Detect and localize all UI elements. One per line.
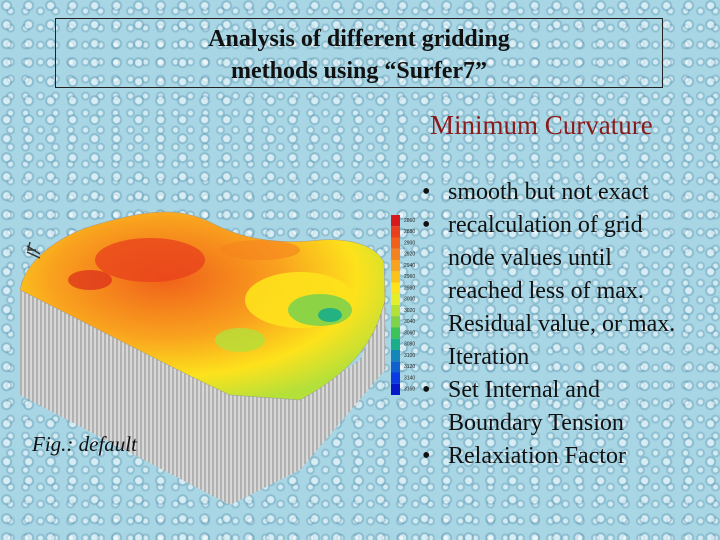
- legend-swatch: [391, 260, 400, 272]
- legend-swatch: [391, 305, 400, 317]
- legend-swatch: [391, 248, 400, 260]
- legend-swatch: [391, 282, 400, 294]
- bullet: recalculation of grid node values until …: [420, 209, 688, 374]
- legend-swatch: [391, 361, 400, 373]
- legend-swatch: [391, 338, 400, 350]
- legend-label: 2900: [404, 240, 415, 246]
- legend-swatch: [391, 383, 400, 395]
- legend-label: 2940: [404, 263, 415, 269]
- surface-figure: 2860 2880 2900 2920 2940 2960 2980 3000 3020 3040…: [19, 211, 415, 505]
- bullet-list: smooth but not exact recalculation of gr…: [420, 176, 688, 473]
- side-wall: [20, 290, 230, 505]
- legend-swatch: [391, 226, 400, 238]
- bullet: Relaxiation Factor: [420, 440, 688, 473]
- legend-label: 3140: [404, 375, 415, 381]
- legend-swatch: [391, 372, 400, 384]
- legend-swatch: [391, 327, 400, 339]
- legend-label: 3020: [404, 308, 415, 314]
- legend-label: 2880: [404, 229, 415, 235]
- legend-label: 3060: [404, 330, 415, 336]
- subtitle: Minimum Curvature: [430, 110, 653, 140]
- legend-swatch: [391, 237, 400, 249]
- legend-label: 2980: [404, 285, 415, 291]
- figure-caption: Fig.: default: [32, 432, 137, 456]
- side-wall: [230, 300, 385, 505]
- legend-label: 3100: [404, 353, 415, 359]
- title-line: methods using “Surfer7”: [230, 58, 488, 84]
- north-arrow: [26, 241, 41, 259]
- bullet: Set Internal and Boundary Tension: [420, 374, 688, 440]
- surface-patch: [95, 238, 205, 282]
- bullet: smooth but not exact: [420, 176, 688, 209]
- legend-swatch: [391, 316, 400, 328]
- title-line: Analysis of different gridding: [208, 26, 510, 52]
- legend-swatch: [391, 271, 400, 283]
- legend-swatch: [391, 350, 400, 362]
- legend: 2860 2880 2900 2920 2940 2960 2980 3000 3020 3040…: [391, 215, 415, 395]
- surface-patch: [215, 328, 265, 352]
- title-box: Analysis of different gridding methods u…: [55, 18, 663, 88]
- surface-patch: [220, 240, 300, 260]
- legend-swatch: [391, 215, 400, 227]
- legend-label: 2860: [404, 218, 415, 224]
- legend-label: 2920: [404, 252, 415, 258]
- legend-label: 2960: [404, 274, 415, 280]
- legend-label: 3000: [404, 297, 415, 303]
- legend-label: 3120: [404, 364, 415, 370]
- legend-label: 3080: [404, 342, 415, 348]
- surface-patch: [318, 308, 342, 322]
- legend-label: 3160: [404, 387, 415, 393]
- surface-patch: [288, 294, 352, 326]
- legend-swatch: [391, 293, 400, 305]
- surface-patch: [68, 270, 112, 290]
- legend-label: 3040: [404, 319, 415, 325]
